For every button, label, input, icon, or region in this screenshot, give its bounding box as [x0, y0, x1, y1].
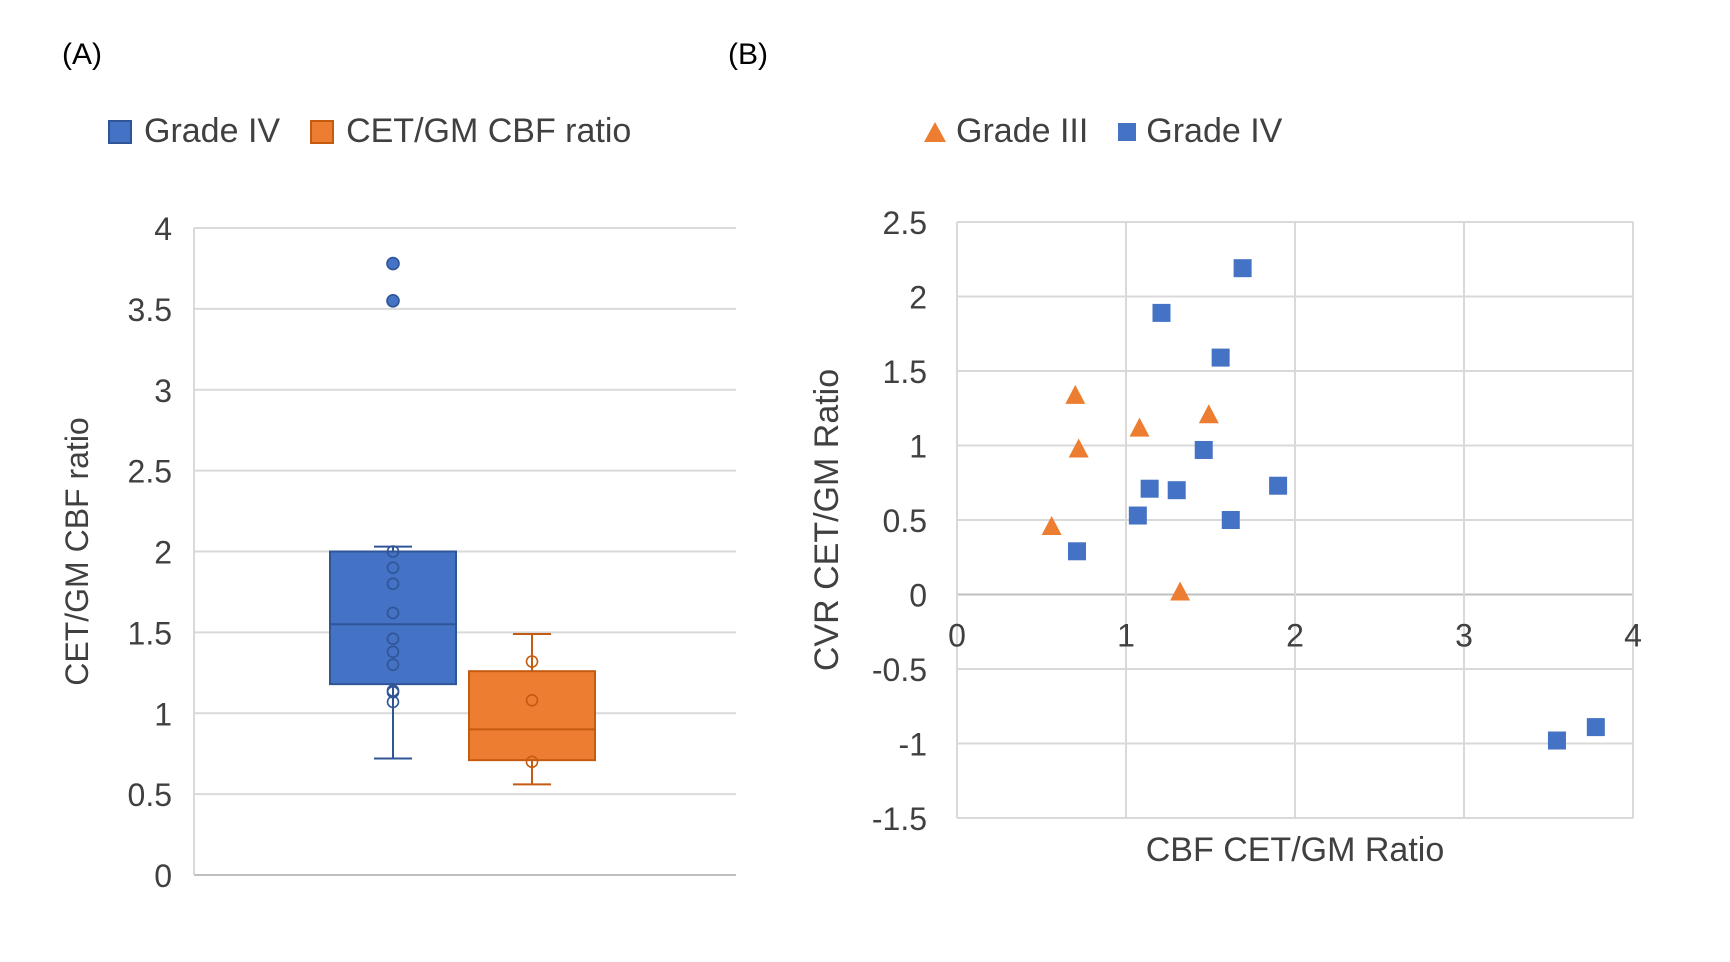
- box: [468, 670, 596, 762]
- scatter-point-triangle: [1198, 404, 1219, 424]
- legend-label: Grade III: [956, 112, 1089, 150]
- legend-square-marker: [1118, 122, 1137, 141]
- xtick-label-b: 3: [1455, 618, 1473, 654]
- scatter-point-square: [1152, 303, 1171, 322]
- ytick-label-a: 3.5: [128, 292, 172, 328]
- ytick-label-b: 1.5: [883, 354, 927, 390]
- ytick-label-b: 0.5: [883, 503, 927, 539]
- outlier-point: [386, 293, 400, 308]
- scatter-point-square: [1167, 481, 1186, 500]
- data-point: [386, 684, 400, 697]
- data-point: [386, 561, 400, 574]
- ytick-label-b: 2.5: [883, 205, 927, 241]
- scatter-point-square: [1128, 506, 1147, 525]
- legend-label: Grade IV: [1146, 112, 1283, 150]
- scatter-point-triangle: [1068, 438, 1089, 458]
- scatter-point-square: [1547, 731, 1566, 750]
- scatter-point-square: [1211, 348, 1230, 367]
- ytick-label-b: 0: [909, 578, 927, 614]
- xtick-label-b: 1: [1117, 618, 1135, 654]
- ytick-label-a: 2: [154, 535, 172, 571]
- data-point: [386, 658, 400, 672]
- ytick-label-b: 1: [909, 429, 927, 465]
- ytick-label-b: -0.5: [872, 652, 927, 688]
- legend-item-grade-iii: Grade III: [924, 112, 1088, 151]
- data-point: [386, 645, 400, 659]
- scatter-point-triangle: [1065, 384, 1086, 404]
- ytick-label-b: -1: [899, 727, 927, 763]
- outlier-point: [386, 256, 400, 271]
- ytick-label-b: -1.5: [872, 801, 927, 837]
- ytick-label-a: 1: [154, 696, 172, 732]
- scatter-point-triangle: [1170, 581, 1191, 601]
- xtick-label-b: 4: [1624, 618, 1642, 654]
- legend-triangle-marker: [924, 121, 946, 142]
- legend-swatch-orange: [310, 119, 335, 144]
- scatter-point-square: [1586, 718, 1605, 737]
- panel-label-a: (A): [62, 38, 102, 71]
- scatter-point-square: [1221, 511, 1240, 529]
- ytick-label-a: 0: [154, 858, 172, 894]
- legend-label: CET/GM CBF ratio: [346, 112, 632, 150]
- ytick-label-a: 2.5: [128, 454, 172, 490]
- scatter-point-square: [1194, 440, 1213, 459]
- legend-item-grade-iv: Grade IV: [108, 112, 280, 151]
- legend-b: Grade III Grade IV: [924, 112, 1312, 151]
- legend-swatch-blue: [108, 119, 132, 144]
- data-point: [386, 577, 400, 591]
- legend-item-cbf-ratio: CET/GM CBF ratio: [310, 112, 631, 151]
- y-axis-title-a: CET/GM CBF ratio: [59, 417, 95, 685]
- xtick-label-b: 2: [1286, 618, 1304, 654]
- data-point: [386, 606, 400, 620]
- panel-label-b: (B): [728, 38, 768, 71]
- scatter-point-square: [1269, 476, 1288, 495]
- scatter-point-triangle: [1129, 417, 1150, 437]
- y-axis-title-b: CVR CET/GM Ratio: [808, 369, 846, 671]
- data-point: [386, 632, 400, 646]
- data-point: [525, 694, 539, 707]
- data-point: [525, 655, 539, 668]
- data-point: [386, 545, 400, 558]
- data-point: [525, 755, 539, 769]
- scatter-point-square: [1067, 542, 1086, 561]
- x-axis-title-b: CBF CET/GM Ratio: [1146, 831, 1444, 869]
- xtick-label-b: 0: [948, 618, 966, 654]
- ytick-label-a: 1.5: [128, 615, 172, 651]
- scatter-point-square: [1233, 259, 1252, 278]
- scatter-point-triangle: [1041, 515, 1062, 535]
- legend-a: Grade IV CET/GM CBF ratio: [108, 112, 661, 151]
- scatter-point-square: [1140, 479, 1159, 498]
- ytick-label-a: 0.5: [128, 777, 172, 813]
- legend-item-grade-iv-scatter: Grade IV: [1118, 112, 1282, 151]
- ytick-label-a: 4: [154, 211, 172, 247]
- ytick-label-a: 3: [154, 373, 172, 409]
- legend-label: Grade IV: [144, 112, 281, 150]
- ytick-label-b: 2: [909, 280, 927, 316]
